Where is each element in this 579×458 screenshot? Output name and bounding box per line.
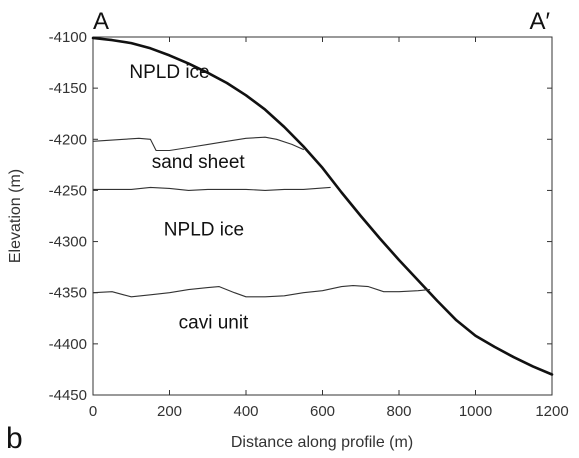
x-tick-label: 800: [386, 403, 411, 420]
series-line-2: [92, 186, 331, 191]
x-tick-label: 0: [89, 403, 97, 420]
y-tick-label: -4150: [49, 80, 87, 97]
x-tick-label: 200: [157, 403, 182, 420]
profile-end-label: A′: [529, 8, 550, 35]
axis-ticks: [92, 36, 553, 396]
y-tick-label: -4350: [49, 285, 87, 302]
unit-label: NPLD ice: [164, 219, 244, 240]
panel-label: b: [6, 422, 23, 455]
series-lines: [91, 36, 554, 376]
x-axis-title: Distance along profile (m): [231, 434, 413, 451]
unit-annotations: NPLD ice sand sheet NPLD ice cavi unit: [129, 62, 249, 334]
y-tick-label: -4450: [49, 387, 87, 404]
y-tick-label: -4300: [49, 234, 87, 251]
series-line-0: [91, 36, 554, 376]
unit-label: sand sheet: [152, 152, 246, 173]
x-tick-label: 1000: [459, 403, 492, 420]
axis-tick-labels: 0 200 400 600 800 1000 1200 -4100 -4150 -4200 -425…: [49, 29, 569, 420]
series-line-1: [92, 136, 304, 152]
y-tick-label: -4250: [49, 182, 87, 199]
profile-start-label: A: [93, 8, 109, 35]
y-axis-title: Elevation (m): [7, 169, 24, 263]
x-tick-label: 1200: [535, 403, 568, 420]
unit-label: cavi unit: [179, 313, 249, 334]
y-tick-label: -4200: [49, 131, 87, 148]
y-tick-label: -4100: [49, 29, 87, 46]
x-tick-label: 600: [310, 403, 335, 420]
x-tick-label: 400: [233, 403, 258, 420]
series-line-3: [92, 285, 431, 298]
y-tick-label: -4400: [49, 336, 87, 353]
unit-label: NPLD ice: [129, 62, 209, 83]
